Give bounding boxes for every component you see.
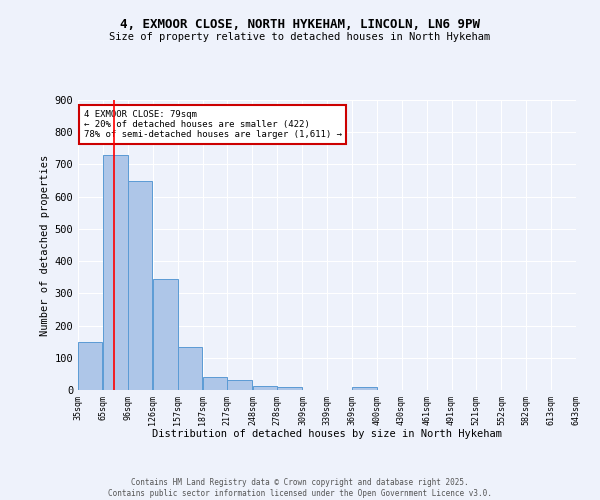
Text: Contains HM Land Registry data © Crown copyright and database right 2025.
Contai: Contains HM Land Registry data © Crown c…: [108, 478, 492, 498]
Bar: [103, 156, 128, 390]
Y-axis label: Number of detached properties: Number of detached properties: [40, 154, 50, 336]
Bar: [253, 386, 277, 390]
Text: 4 EXMOOR CLOSE: 79sqm
← 20% of detached houses are smaller (422)
78% of semi-det: 4 EXMOOR CLOSE: 79sqm ← 20% of detached …: [84, 110, 342, 140]
X-axis label: Distribution of detached houses by size in North Hykeham: Distribution of detached houses by size …: [152, 429, 502, 439]
Bar: [128, 181, 152, 390]
Bar: [178, 347, 202, 390]
Text: Size of property relative to detached houses in North Hykeham: Size of property relative to detached ho…: [109, 32, 491, 42]
Bar: [153, 280, 178, 390]
Bar: [227, 380, 252, 390]
Bar: [277, 388, 302, 390]
Text: 4, EXMOOR CLOSE, NORTH HYKEHAM, LINCOLN, LN6 9PW: 4, EXMOOR CLOSE, NORTH HYKEHAM, LINCOLN,…: [120, 18, 480, 30]
Bar: [78, 342, 103, 390]
Bar: [203, 377, 227, 390]
Bar: [352, 388, 377, 390]
